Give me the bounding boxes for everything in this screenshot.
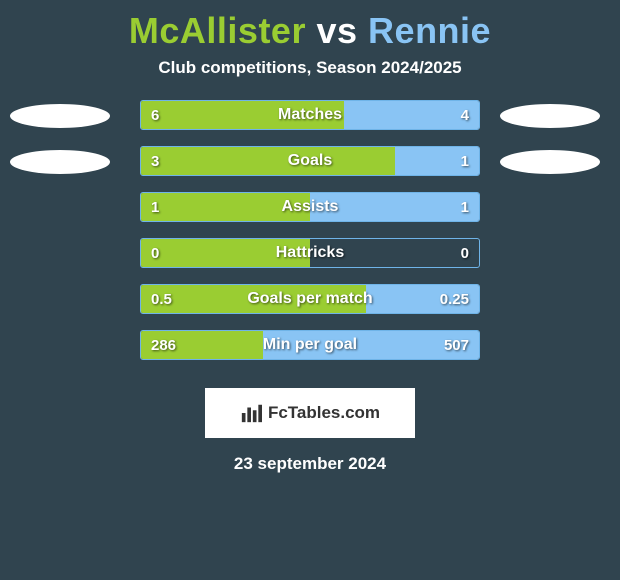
stat-row: 11Assists: [0, 192, 620, 238]
stat-bar-fill-left: [141, 101, 344, 129]
brand-text: FcTables.com: [268, 403, 380, 423]
stat-bar-fill-left: [141, 239, 310, 267]
stat-bar-fill-right: [395, 147, 480, 175]
stat-bar-fill-left: [141, 285, 366, 313]
club-logo-left: [10, 150, 110, 174]
stat-bar-fill-right: [310, 193, 479, 221]
stat-row: 00Hattricks: [0, 238, 620, 284]
stat-bar-track: 286507Min per goal: [140, 330, 480, 360]
stat-bar-fill-left: [141, 147, 395, 175]
subtitle: Club competitions, Season 2024/2025: [0, 58, 620, 100]
player1-name: McAllister: [129, 10, 306, 51]
player2-name: Rennie: [368, 10, 491, 51]
stat-bar-track: 00Hattricks: [140, 238, 480, 268]
comparison-chart: 64Matches 31Goals 11Assists 00Hattricks 0.50…: [0, 100, 620, 376]
brand-badge: FcTables.com: [205, 388, 415, 438]
stat-bar-fill-right: [263, 331, 479, 359]
club-logo-left: [10, 104, 110, 128]
stat-bar-fill-left: [141, 193, 310, 221]
stat-value-right: 0: [461, 239, 469, 267]
club-logo-right: [500, 150, 600, 174]
stat-row: 0.50.25Goals per match: [0, 284, 620, 330]
stat-bar-track: 64Matches: [140, 100, 480, 130]
stat-bar-fill-right: [344, 101, 479, 129]
stat-bar-track: 0.50.25Goals per match: [140, 284, 480, 314]
stat-row: 64Matches: [0, 100, 620, 146]
stat-bar-track: 11Assists: [140, 192, 480, 222]
stat-bar-track: 31Goals: [140, 146, 480, 176]
stat-bar-fill-left: [141, 331, 263, 359]
comparison-title: McAllister vs Rennie: [0, 0, 620, 58]
bar-chart-icon: [240, 402, 262, 424]
stat-row: 286507Min per goal: [0, 330, 620, 376]
club-logo-right: [500, 104, 600, 128]
vs-separator: vs: [316, 10, 357, 51]
stat-row: 31Goals: [0, 146, 620, 192]
date-caption: 23 september 2024: [0, 454, 620, 474]
stat-bar-fill-right: [366, 285, 479, 313]
